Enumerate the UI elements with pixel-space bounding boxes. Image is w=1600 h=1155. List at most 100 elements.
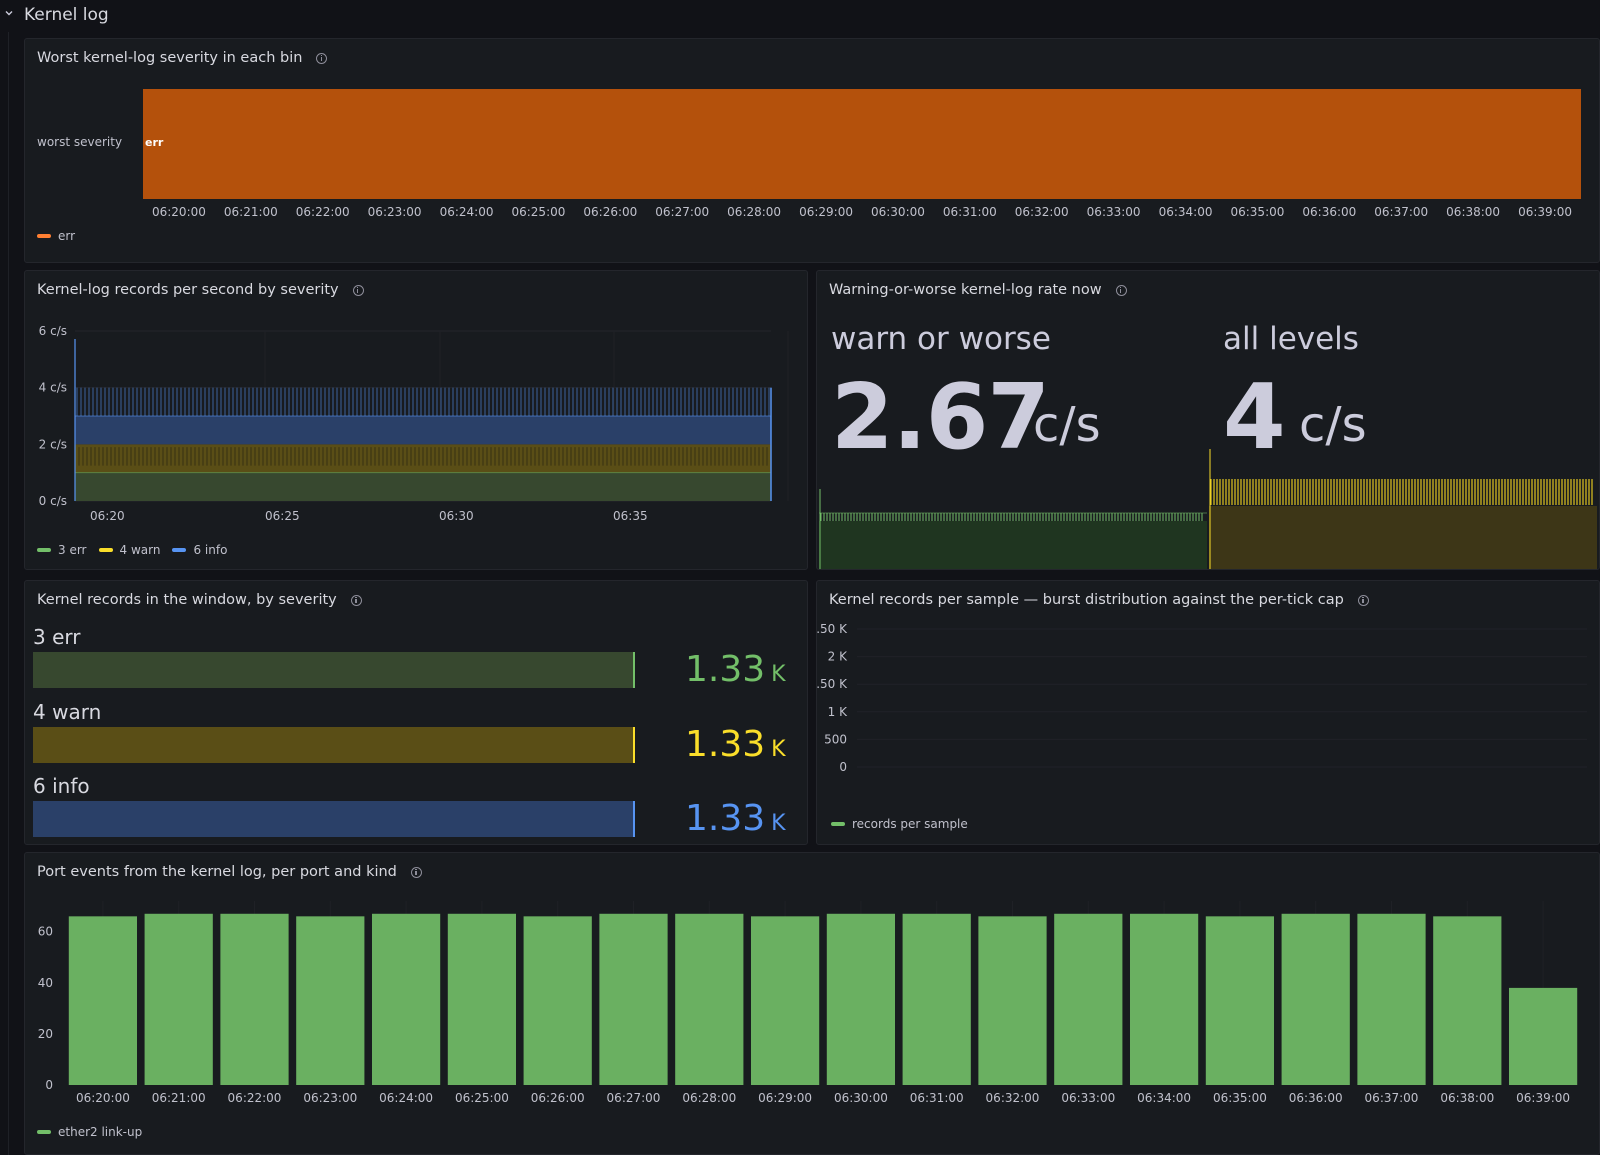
state-time-axis: 06:20:00 06:21:00 06:22:00 06:23:00 06:24:00… [143,205,1581,221]
sparkline-warn-or-worse [819,489,1207,569]
bar-ether2-link-up[interactable] [826,913,896,1085]
port-legend: ether2 link-up [37,1125,154,1139]
x-tick-label: 06:29:00 [758,1091,812,1105]
rate-legend: 3 err 4 warn 6 info [37,543,239,557]
legend-item-err[interactable]: err [37,229,75,243]
bar-ether2-link-up[interactable] [750,916,820,1085]
legend-item-ether2[interactable]: ether2 link-up [37,1125,142,1139]
bar-ether2-link-up[interactable] [1054,913,1123,1085]
bar-ether2-link-up[interactable] [599,913,668,1085]
bar-track-info[interactable] [33,801,635,837]
info-icon[interactable] [1115,284,1127,296]
bar-ether2-link-up[interactable] [1357,913,1426,1085]
info-icon[interactable] [410,866,422,878]
burst-chart[interactable]: 0 500 1 K 1.50 K 2 K 2.50 K [817,621,1600,801]
bar-ether2-link-up[interactable] [144,913,213,1085]
panel-records-in-window[interactable]: Kernel records in the window, by severit… [24,580,808,845]
legend-label: 4 warn [119,543,161,557]
legend-item-warn[interactable]: 4 warn [98,543,161,557]
series-area-3-err[interactable] [75,472,771,501]
info-icon[interactable] [350,594,362,606]
time-tick-label: 06:22:00 [295,205,350,219]
bar-ether2-link-up[interactable] [523,916,592,1085]
bar-fill [33,801,635,837]
bar-value-number: 1.33 [685,798,766,839]
panel-worst-severity[interactable]: Worst kernel-log severity in each bin wo… [24,38,1600,263]
x-tick-label: 06:35:00 [1213,1091,1267,1105]
time-tick-label: 06:39:00 [1518,205,1572,219]
bar-ether2-link-up[interactable] [371,913,441,1085]
time-tick-label: 06:38:00 [1446,205,1501,219]
bar-ether2-link-up[interactable] [675,913,744,1085]
sparkline-line [820,513,1203,521]
legend-item-records[interactable]: records per sample [831,817,968,831]
x-tick-label: 06:25:00 [455,1091,509,1105]
bar-ether2-link-up[interactable] [1205,916,1275,1085]
y-tick-label: 2 c/s [39,437,67,451]
time-tick-label: 06:26:00 [583,205,638,219]
panel-title: Warning-or-worse kernel-log rate now [829,282,1102,298]
bar-ether2-link-up[interactable] [296,916,365,1085]
sparkline-fill [819,521,1207,569]
stat-value: 2.67 [831,365,1050,470]
legend-item-info[interactable]: 6 info [172,543,227,557]
bar-fill [33,652,635,688]
stat-value: 4 [1223,365,1286,470]
bar-value-number: 1.33 [685,724,766,765]
bar-ether2-link-up[interactable] [978,916,1047,1085]
time-tick-label: 06:36:00 [1302,205,1357,219]
stat-all-levels: all levels 4 c/s [1209,271,1599,569]
legend-item-err[interactable]: 3 err [37,543,87,557]
bar-ether2-link-up[interactable] [1508,987,1578,1085]
bar-ether2-link-up[interactable] [1433,916,1502,1085]
sparkline-all-levels [1209,449,1597,569]
series-area-6-info[interactable] [75,416,771,445]
panel-records-per-sample[interactable]: Kernel records per sample — burst distri… [816,580,1600,845]
time-tick-label: 06:33:00 [1086,205,1141,219]
x-tick-label: 06:28:00 [682,1091,736,1105]
panel-rate-now[interactable]: Warning-or-worse kernel-log rate now war… [816,270,1600,570]
bar-ether2-link-up[interactable] [68,916,138,1085]
bar-value: 1.33 K [685,798,786,839]
bar-ether2-link-up[interactable] [1281,913,1350,1085]
bar-value: 1.33 K [685,649,786,690]
rate-chart[interactable]: 0 c/s 2 c/s 4 c/s 6 c/s 06:20 06:25 06:30 06:35 [25,311,808,551]
bar-ether2-link-up[interactable] [447,913,517,1085]
x-tick-label: 06:36:00 [1289,1091,1343,1105]
y-tick-label: 1.50 K [817,677,848,691]
x-tick-label: 06:20 [90,509,125,523]
state-row-label: worst severity [37,135,123,149]
panel-port-events[interactable]: Port events from the kernel log, per por… [24,852,1600,1155]
row-header-kernel-log[interactable]: Kernel log [0,0,1600,32]
panel-title: Port events from the kernel log, per por… [37,864,397,880]
stat-warn-or-worse: warn or worse 2.67 c/s [817,271,1209,569]
legend-swatch [172,548,187,552]
legend-swatch [831,822,845,826]
bar-track-err[interactable] [33,652,635,688]
time-tick-label: 06:28:00 [727,205,782,219]
legend-label: records per sample [852,817,968,831]
port-chart[interactable]: 0 20 40 60 06:20:00 06:21:00 06:22:00 06:23:00 0… [25,891,1600,1123]
panel-title-wrap: Warning-or-worse kernel-log rate now [829,282,1127,298]
y-tick-label: 2 K [828,650,848,664]
x-tick-label: 06:20:00 [76,1091,130,1105]
x-tick-label: 06:32:00 [986,1091,1040,1105]
x-tick-label: 06:35 [613,509,648,523]
bar-track-warn[interactable] [33,727,635,763]
x-tick-label: 06:24:00 [379,1091,433,1105]
info-icon[interactable] [1357,594,1369,606]
bar-ether2-link-up[interactable] [220,913,289,1085]
bar-ether2-link-up[interactable] [902,913,971,1085]
time-tick-label: 06:32:00 [1014,205,1069,219]
info-icon[interactable] [316,52,328,64]
y-tick-label: 0 [45,1078,53,1092]
legend-label: 6 info [193,543,228,557]
info-icon[interactable] [352,284,364,296]
time-tick-label: 06:34:00 [1158,205,1213,219]
legend-label: err [58,229,76,243]
panel-records-per-second[interactable]: Kernel-log records per second by severit… [24,270,808,570]
bar-ether2-link-up[interactable] [1129,913,1199,1085]
chevron-down-icon[interactable] [5,9,13,17]
bar-value-number: 1.33 [685,649,766,690]
state-bar-err[interactable]: err [143,89,1581,199]
